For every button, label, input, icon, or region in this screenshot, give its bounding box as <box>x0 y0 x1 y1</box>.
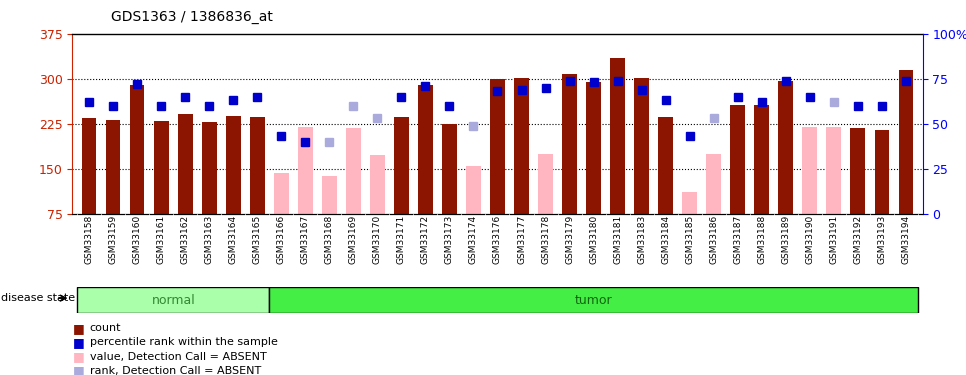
Text: GSM33172: GSM33172 <box>421 215 430 264</box>
Text: GSM33194: GSM33194 <box>901 215 910 264</box>
Text: GSM33168: GSM33168 <box>325 215 334 264</box>
Bar <box>130 85 145 214</box>
Bar <box>898 70 913 214</box>
Bar <box>77 287 270 313</box>
Text: GSM33162: GSM33162 <box>181 215 189 264</box>
Text: GSM33184: GSM33184 <box>661 215 670 264</box>
Bar <box>706 154 721 214</box>
Text: tumor: tumor <box>575 294 612 306</box>
Text: GSM33173: GSM33173 <box>445 215 454 264</box>
Bar <box>779 81 793 214</box>
Bar <box>730 105 745 214</box>
Bar <box>202 122 216 214</box>
Bar <box>635 78 649 214</box>
Text: ■: ■ <box>72 350 84 363</box>
Bar <box>346 128 360 214</box>
Bar <box>370 155 384 214</box>
Bar <box>250 117 265 214</box>
Bar <box>270 287 918 313</box>
Text: count: count <box>90 323 122 333</box>
Bar <box>394 117 409 214</box>
Text: GSM33161: GSM33161 <box>156 215 166 264</box>
Text: GSM33159: GSM33159 <box>109 215 118 264</box>
Text: GSM33187: GSM33187 <box>733 215 742 264</box>
Text: GSM33166: GSM33166 <box>277 215 286 264</box>
Text: GSM33178: GSM33178 <box>541 215 550 264</box>
Bar <box>467 166 481 214</box>
Text: GSM33177: GSM33177 <box>517 215 526 264</box>
Text: percentile rank within the sample: percentile rank within the sample <box>90 338 277 347</box>
Text: GSM33185: GSM33185 <box>685 215 695 264</box>
Text: GSM33193: GSM33193 <box>877 215 886 264</box>
Text: GSM33180: GSM33180 <box>589 215 598 264</box>
Text: GSM33176: GSM33176 <box>493 215 502 264</box>
Text: ■: ■ <box>72 336 84 349</box>
Text: GSM33192: GSM33192 <box>853 215 863 264</box>
Text: ■: ■ <box>72 364 84 375</box>
Text: GSM33188: GSM33188 <box>757 215 766 264</box>
Bar <box>682 192 696 214</box>
Bar <box>323 176 336 214</box>
Text: GSM33167: GSM33167 <box>300 215 310 264</box>
Text: GSM33164: GSM33164 <box>229 215 238 264</box>
Text: GSM33163: GSM33163 <box>205 215 213 264</box>
Text: GSM33179: GSM33179 <box>565 215 574 264</box>
Text: disease state: disease state <box>1 293 75 303</box>
Text: GSM33181: GSM33181 <box>613 215 622 264</box>
Bar <box>178 114 192 214</box>
Bar <box>155 121 168 214</box>
Bar <box>514 78 528 214</box>
Text: GSM33165: GSM33165 <box>253 215 262 264</box>
Bar <box>82 118 97 214</box>
Text: GSM33190: GSM33190 <box>806 215 814 264</box>
Text: ■: ■ <box>72 322 84 334</box>
Text: normal: normal <box>152 294 195 306</box>
Text: rank, Detection Call = ABSENT: rank, Detection Call = ABSENT <box>90 366 261 375</box>
Text: GSM33186: GSM33186 <box>709 215 718 264</box>
Text: GSM33183: GSM33183 <box>637 215 646 264</box>
Bar <box>418 85 433 214</box>
Text: GSM33160: GSM33160 <box>132 215 142 264</box>
Bar <box>874 130 889 214</box>
Bar <box>827 127 840 214</box>
Bar <box>850 128 865 214</box>
Text: GSM33158: GSM33158 <box>85 215 94 264</box>
Text: GSM33174: GSM33174 <box>469 215 478 264</box>
Bar <box>442 124 457 214</box>
Text: GSM33191: GSM33191 <box>829 215 838 264</box>
Text: GSM33169: GSM33169 <box>349 215 358 264</box>
Text: GSM33189: GSM33189 <box>781 215 790 264</box>
Bar <box>538 154 553 214</box>
Text: value, Detection Call = ABSENT: value, Detection Call = ABSENT <box>90 352 267 362</box>
Bar <box>491 79 504 214</box>
Bar <box>611 58 625 214</box>
Text: GSM33170: GSM33170 <box>373 215 382 264</box>
Bar <box>298 127 313 214</box>
Bar <box>659 117 672 214</box>
Text: GDS1363 / 1386836_at: GDS1363 / 1386836_at <box>111 10 273 24</box>
Bar <box>754 105 769 214</box>
Bar <box>562 74 577 214</box>
Bar <box>803 127 817 214</box>
Text: GSM33171: GSM33171 <box>397 215 406 264</box>
Bar <box>106 120 121 214</box>
Bar <box>274 173 289 214</box>
Bar <box>226 116 241 214</box>
Bar <box>586 82 601 214</box>
